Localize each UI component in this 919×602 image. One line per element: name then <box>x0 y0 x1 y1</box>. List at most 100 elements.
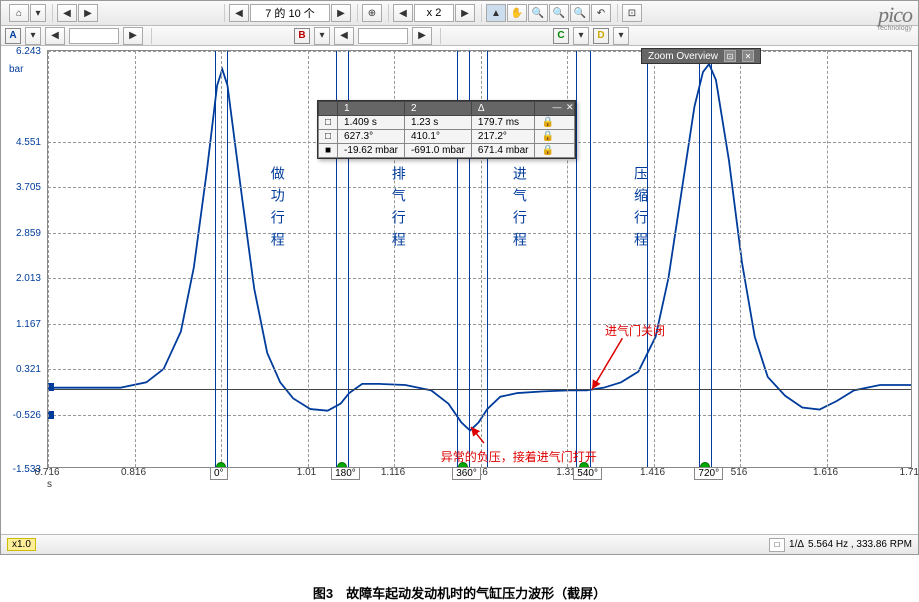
y-tick-label: 1.167 <box>16 319 41 330</box>
status-mode-toggle[interactable]: □ <box>769 538 785 552</box>
channel-b-range[interactable] <box>358 28 408 44</box>
channel-b-dd[interactable]: ▾ <box>314 27 330 45</box>
phase-label: 做功行程 <box>268 166 288 254</box>
x-tick-label: 1.716 <box>899 467 919 478</box>
cursor-line[interactable] <box>711 51 712 467</box>
channel-a-next[interactable]: ▶ <box>123 27 143 45</box>
y-tick-label: 2.013 <box>16 273 41 284</box>
zoom-next-button[interactable]: ▶ <box>455 4 475 22</box>
home-button[interactable]: ⌂ <box>9 4 29 22</box>
status-bar: x1.0 □ 1/Δ 5.564 Hz , 333.86 RPM <box>1 534 918 554</box>
grid-line-v <box>654 51 655 467</box>
cursor-line[interactable] <box>227 51 228 467</box>
y-unit: bar <box>9 64 23 75</box>
y-tick-label: 6.243 <box>16 46 41 57</box>
x-tick-label: 0.816 <box>121 467 146 478</box>
cursor-line[interactable] <box>215 51 216 467</box>
annotation-text: 异常的负压，接着进气门打开 <box>441 448 597 465</box>
phase-label: 进气行程 <box>510 166 530 254</box>
main-toolbar: ⌂ ▾ ◀ ▶ ◀ ▶ ⊕ ◀ ▶ ▲ ✋ 🔍 🔍 🔍 ↶ ⊡ <box>1 1 918 26</box>
channel-a-prev[interactable]: ◀ <box>45 27 65 45</box>
channel-b-label[interactable]: B <box>294 28 310 44</box>
channel-bar: A▾ ◀ ▶ B▾ ◀ ▶ C▾ D▾ <box>1 26 918 46</box>
zoom-overview-close-icon[interactable]: ✕ <box>742 50 754 62</box>
degree-label: 180° <box>331 467 360 480</box>
zoom-out-tool[interactable]: 🔍 <box>549 4 569 22</box>
grid-line-h <box>48 233 911 234</box>
status-zoom[interactable]: x1.0 <box>7 538 36 551</box>
channel-d-dd[interactable]: ▾ <box>613 27 629 45</box>
grid-line-h <box>48 415 911 416</box>
channel-a-range[interactable] <box>69 28 119 44</box>
status-freq: 5.564 Hz , 333.86 RPM <box>808 539 912 550</box>
cursor-line[interactable] <box>647 51 648 467</box>
status-mode-label: 1/Δ <box>789 539 804 550</box>
channel-b-prev[interactable]: ◀ <box>334 27 354 45</box>
target-button[interactable]: ⊕ <box>362 4 382 22</box>
y-tick-label: 2.859 <box>16 228 41 239</box>
zoom-overview-panel[interactable]: Zoom Overview ⊡ ✕ <box>641 48 761 64</box>
zoom-prev-button[interactable]: ◀ <box>393 4 413 22</box>
table-min-icon[interactable]: — <box>552 102 561 112</box>
phase-label: 压缩行程 <box>631 166 651 254</box>
x-unit: s <box>47 479 52 490</box>
channel-a-dd[interactable]: ▾ <box>25 27 41 45</box>
degree-label: 540° <box>573 467 602 480</box>
grid-line-h <box>48 187 911 188</box>
prev-button[interactable]: ▶ <box>78 4 98 22</box>
pico-logo-sub: Technology <box>877 25 912 32</box>
degree-label: 0° <box>210 467 228 480</box>
figure-caption: 图3 故障车起动发动机时的气缸压力波形（截屏） <box>0 583 919 602</box>
x-tick-label: 1.116 <box>381 467 405 478</box>
cursor-line[interactable] <box>699 51 700 467</box>
dropdown-1[interactable]: ▾ <box>30 4 46 22</box>
grid-line-h <box>48 369 911 370</box>
x-tick-label: 0.716 <box>34 467 59 478</box>
channel-b-next[interactable]: ▶ <box>412 27 432 45</box>
chart-area: bar 6.243 4.551 3.705 2.859 2.013 1.167 0.321 -… <box>1 46 918 491</box>
grid-line-v <box>740 51 741 467</box>
zoom-rect-tool[interactable]: 🔍 <box>570 4 590 22</box>
channel-a-label[interactable]: A <box>5 28 21 44</box>
zoom-overview-label: Zoom Overview <box>648 51 718 62</box>
pointer-tool[interactable]: ▲ <box>486 4 506 22</box>
zoom-input[interactable] <box>414 4 454 22</box>
grid-line-h <box>48 324 911 325</box>
y-tick-label: -0.526 <box>13 410 41 421</box>
grid-line-v <box>827 51 828 467</box>
phase-label: 排气行程 <box>389 166 409 254</box>
grid-line-h <box>48 278 911 279</box>
x-tick-label: 516 <box>731 467 748 478</box>
zoom-overview-expand-icon[interactable]: ⊡ <box>724 50 736 62</box>
page-next-button[interactable]: ▶ <box>331 4 351 22</box>
grid-line-v <box>135 51 136 467</box>
degree-label: 360° <box>452 467 481 480</box>
y-axis: bar 6.243 4.551 3.705 2.859 2.013 1.167 0.321 -… <box>3 46 45 491</box>
measurement-table[interactable]: 12Δ□1.409 s1.23 s179.7 ms🔒□627.3°410.1°2… <box>317 100 576 159</box>
fit-tool[interactable]: ⊡ <box>622 4 642 22</box>
page-input[interactable] <box>250 4 330 22</box>
channel-c-label[interactable]: C <box>553 28 569 44</box>
y-tick-label: 3.705 <box>16 182 41 193</box>
grid-line-v <box>48 51 49 467</box>
x-tick-label: 1.616 <box>813 467 838 478</box>
degree-label: 720° <box>694 467 723 480</box>
y-tick-label: 4.551 <box>16 137 41 148</box>
picoscope-window: ⌂ ▾ ◀ ▶ ◀ ▶ ⊕ ◀ ▶ ▲ ✋ 🔍 🔍 🔍 ↶ ⊡ <box>0 0 919 555</box>
hand-tool[interactable]: ✋ <box>507 4 527 22</box>
x-axis: s 0.7160.8169161.011.1162161.311.4165161… <box>47 467 912 489</box>
x-tick-label: 1.01 <box>297 467 316 478</box>
annotation-text: 进气门关闭 <box>605 322 665 339</box>
zoom-in-tool[interactable]: 🔍 <box>528 4 548 22</box>
grid-line-v <box>308 51 309 467</box>
x-tick-label: 1.416 <box>640 467 665 478</box>
page-prev-button[interactable]: ◀ <box>229 4 249 22</box>
y-tick-label: 0.321 <box>16 364 41 375</box>
channel-d-label[interactable]: D <box>593 28 609 44</box>
channel-c-dd[interactable]: ▾ <box>573 27 589 45</box>
table-close-icon[interactable]: ✕ <box>566 102 574 113</box>
cursor-line[interactable] <box>590 51 591 467</box>
prev-first-button[interactable]: ◀ <box>57 4 77 22</box>
undo-zoom-tool[interactable]: ↶ <box>591 4 611 22</box>
grid-line-v <box>221 51 222 467</box>
